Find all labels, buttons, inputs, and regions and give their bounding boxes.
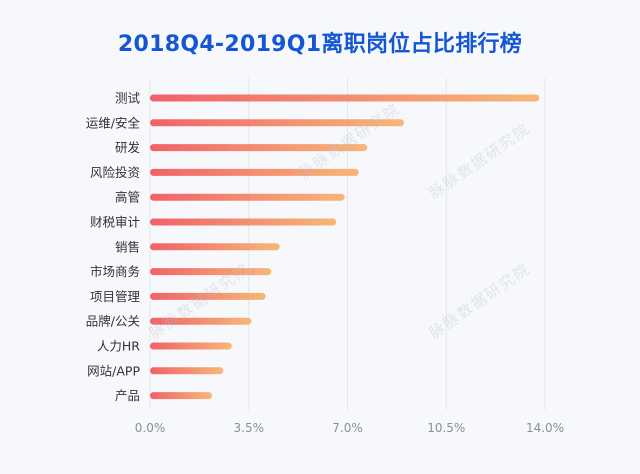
category-label: 品牌/公关 — [86, 314, 140, 329]
bar — [150, 193, 345, 201]
bar — [150, 367, 224, 375]
category-label: 财税审计 — [90, 215, 140, 230]
bar — [150, 317, 252, 325]
bar — [150, 342, 232, 350]
chart-title: 2018Q4-2019Q1离职岗位占比排行榜 — [117, 32, 523, 57]
category-label: 销售 — [115, 239, 140, 254]
category-label: 测试 — [115, 91, 141, 106]
bar — [150, 292, 266, 300]
bar — [150, 119, 404, 127]
bar — [150, 243, 280, 251]
category-label: 风险投资 — [90, 165, 140, 180]
category-label: 运维/安全 — [86, 115, 141, 130]
x-tick-label: 3.5% — [234, 421, 265, 435]
category-label: 人力HR — [97, 339, 140, 354]
x-tick-label: 14.0% — [526, 421, 564, 435]
bar — [150, 168, 359, 176]
category-label: 网站/APP — [87, 363, 140, 378]
category-label: 市场商务 — [90, 264, 140, 279]
x-axis-tick-labels: 0.0% 3.5% 7.0% 10.5% 14.0% — [135, 421, 564, 435]
x-tick-label: 10.5% — [427, 421, 465, 435]
x-tick-label: 7.0% — [332, 421, 363, 435]
category-label: 研发 — [115, 140, 141, 155]
category-label: 产品 — [115, 388, 140, 403]
category-label: 高管 — [115, 190, 140, 205]
bar — [150, 218, 337, 226]
bar — [150, 268, 272, 276]
bars — [150, 94, 540, 400]
x-tick-label: 0.0% — [135, 421, 166, 435]
bar — [150, 94, 540, 102]
bar — [150, 392, 213, 400]
category-label: 项目管理 — [90, 289, 141, 304]
bar — [150, 144, 368, 152]
